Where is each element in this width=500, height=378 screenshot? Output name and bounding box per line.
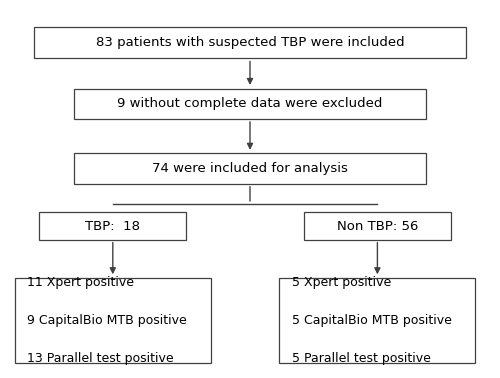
FancyBboxPatch shape [304,212,451,240]
FancyBboxPatch shape [40,212,186,240]
FancyBboxPatch shape [15,278,211,363]
Text: Non TBP: 56: Non TBP: 56 [336,220,418,232]
Text: 11 Xpert positive

9 CapitalBio MTB positive

13 Parallel test positive: 11 Xpert positive 9 CapitalBio MTB posit… [27,276,187,365]
FancyBboxPatch shape [280,278,475,363]
FancyBboxPatch shape [74,153,426,184]
Text: 9 without complete data were excluded: 9 without complete data were excluded [118,97,382,110]
Text: 5 Xpert positive

5 CapitalBio MTB positive

5 Parallel test positive: 5 Xpert positive 5 CapitalBio MTB positi… [292,276,452,365]
Text: 74 were included for analysis: 74 were included for analysis [152,162,348,175]
Text: TBP:  18: TBP: 18 [86,220,140,232]
FancyBboxPatch shape [34,27,466,59]
Text: 83 patients with suspected TBP were included: 83 patients with suspected TBP were incl… [96,36,405,49]
FancyBboxPatch shape [74,88,426,119]
